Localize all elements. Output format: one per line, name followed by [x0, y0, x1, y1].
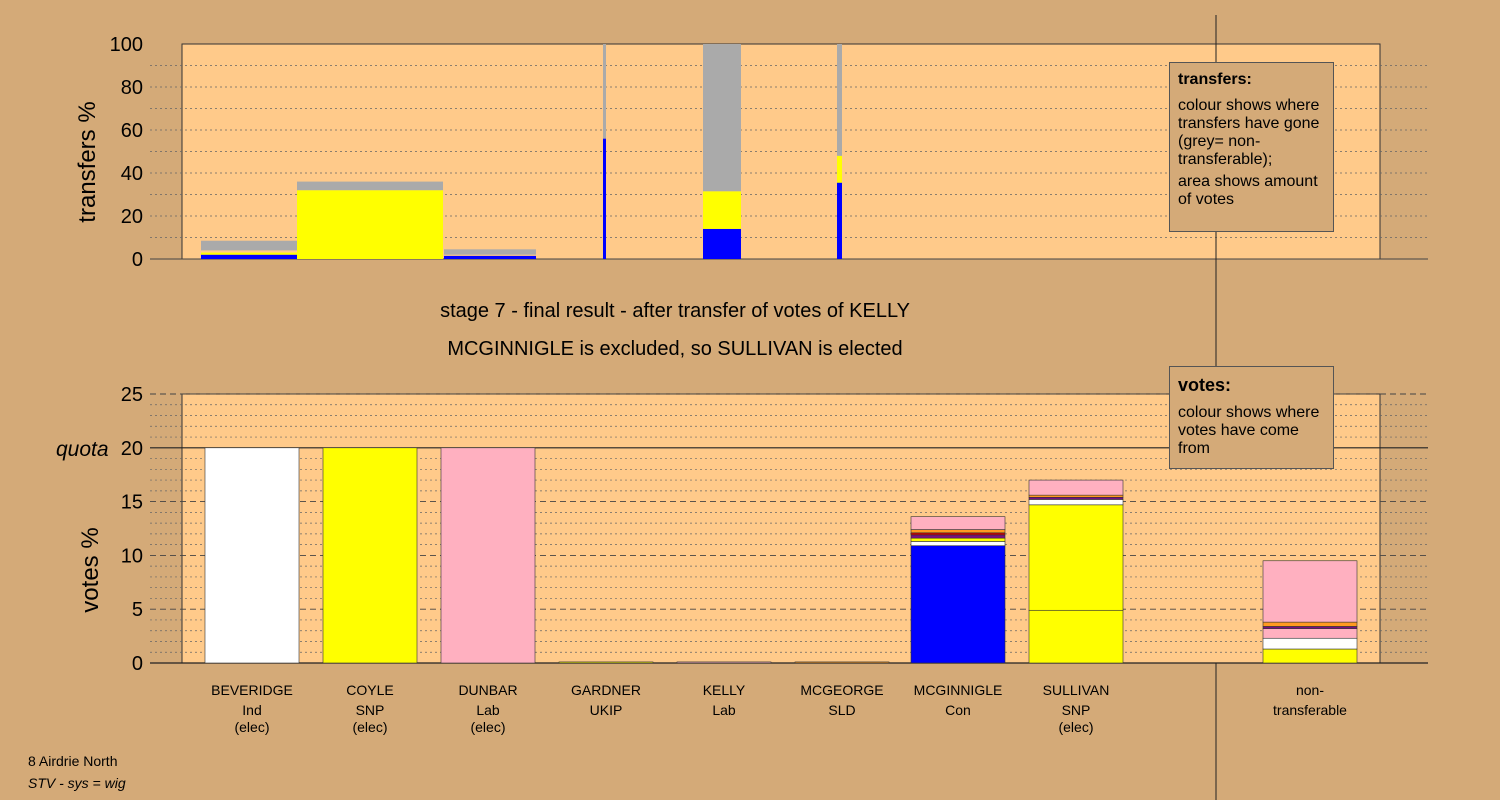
- vote-bar-segment: [1028, 494, 1124, 498]
- transfers-tick-label: 0: [132, 249, 143, 271]
- votes-tick-label: 20: [121, 438, 143, 460]
- vote-bar-segment: [1028, 479, 1124, 496]
- vote-bar-segment: [910, 529, 1006, 534]
- vote-bar-segment: [1262, 621, 1358, 627]
- vote-bar-segment: [1028, 504, 1124, 611]
- ward-label: 8 Airdrie North: [28, 753, 118, 769]
- candidate-name-label: GARDNER: [571, 682, 641, 698]
- legend-votes-text: colour shows where votes have come from: [1178, 404, 1320, 457]
- candidate-name-label: KELLY: [703, 682, 746, 698]
- transfer-bar-segment: [201, 250, 304, 253]
- legend-transfers-text2: area shows amount of votes: [1178, 173, 1318, 208]
- candidate-name-label: non-: [1296, 682, 1324, 698]
- vote-bar-segment: [910, 545, 1006, 664]
- transfer-bar-segment: [444, 249, 536, 255]
- vote-bar-segment: [1262, 626, 1358, 629]
- candidate-name-label: MCGEORGE: [800, 682, 883, 698]
- transfer-bar-segment: [201, 254, 304, 259]
- candidate-name-label: BEVERIDGE: [211, 682, 293, 698]
- transfer-bar-segment: [444, 254, 536, 256]
- vote-bar-segment: [676, 661, 772, 664]
- candidate-party-label: Lab: [476, 702, 500, 718]
- transfers-tick-label: 100: [110, 34, 143, 56]
- vote-bar-segment: [1028, 609, 1124, 664]
- candidate-name-label: SULLIVAN: [1043, 682, 1110, 698]
- candidate-party-label: SLD: [828, 702, 855, 718]
- vote-bar-segment: [1262, 637, 1358, 650]
- transfer-bar-segment: [837, 44, 842, 156]
- transfers-tick-label: 40: [121, 163, 143, 185]
- candidate-party-label: Con: [945, 702, 971, 718]
- transfer-bar-segment: [201, 252, 304, 255]
- candidate-status-label: (elec): [1058, 719, 1093, 735]
- candidate-status-label: (elec): [352, 719, 387, 735]
- vote-bar-segment: [910, 537, 1006, 542]
- vote-bar-segment: [910, 541, 1006, 547]
- transfer-bar-segment: [297, 181, 443, 191]
- transfer-bar-segment: [703, 228, 741, 259]
- system-label: STV - sys = wig: [28, 775, 126, 791]
- votes-tick-label: 5: [132, 599, 143, 621]
- quota-label: quota: [56, 438, 109, 461]
- vote-bar-segment: [910, 534, 1006, 539]
- transfers-tick-label: 60: [121, 120, 143, 142]
- vote-bar-segment: [910, 516, 1006, 530]
- candidate-party-label: Ind: [242, 702, 261, 718]
- vote-bar-segment: [1262, 648, 1358, 664]
- vote-bar-segment: [1028, 496, 1124, 500]
- transfer-bar-segment: [603, 138, 606, 259]
- vote-bar-segment: [1262, 628, 1358, 639]
- votes-tick-label: 10: [121, 545, 143, 567]
- stage-subtitle: MCGINNIGLE is excluded, so SULLIVAN is e…: [447, 338, 903, 360]
- votes-tick-label: 0: [132, 653, 143, 675]
- transfer-bar-segment: [201, 240, 304, 251]
- candidate-name-label: COYLE: [346, 682, 393, 698]
- votes-axis-label: votes %: [77, 527, 104, 612]
- candidate-name-label: DUNBAR: [458, 682, 517, 698]
- vote-bar-segment: [1262, 560, 1358, 623]
- transfers-tick-label: 80: [121, 77, 143, 99]
- transfer-bar-segment: [603, 44, 606, 139]
- legend-transfers: transfers: colour shows where transfers …: [1169, 62, 1334, 232]
- votes-tick-label: 25: [121, 384, 143, 406]
- candidate-party-label: SNP: [1062, 702, 1091, 718]
- transfer-bar-segment: [703, 191, 741, 229]
- vote-bar-segment: [440, 447, 536, 664]
- stage-title: stage 7 - final result - after transfer …: [440, 300, 910, 322]
- candidate-party-label: SNP: [356, 702, 385, 718]
- transfer-bar-segment: [703, 44, 741, 192]
- legend-votes: votes: colour shows where votes have com…: [1169, 366, 1334, 469]
- transfer-bar-segment: [444, 255, 536, 259]
- votes-tick-label: 15: [121, 492, 143, 514]
- transfers-tick-label: 20: [121, 206, 143, 228]
- candidate-party-label: transferable: [1273, 702, 1347, 718]
- candidate-status-label: (elec): [234, 719, 269, 735]
- transfer-bar-segment: [837, 182, 842, 259]
- candidate-status-label: (elec): [470, 719, 505, 735]
- vote-bar-segment: [322, 447, 418, 664]
- vote-bar-segment: [910, 532, 1006, 536]
- legend-transfers-text1: colour shows where transfers have gone (…: [1178, 97, 1320, 168]
- legend-transfers-title: transfers:: [1178, 71, 1252, 88]
- vote-bar-segment: [794, 661, 890, 664]
- candidate-name-label: MCGINNIGLE: [914, 682, 1003, 698]
- vote-bar-segment: [1028, 499, 1124, 506]
- candidate-party-label: Lab: [712, 702, 736, 718]
- transfer-bar-segment: [297, 190, 443, 259]
- transfer-bar-segment: [837, 155, 842, 183]
- transfers-axis-label: transfers %: [74, 101, 101, 222]
- legend-votes-title: votes:: [1178, 375, 1232, 395]
- vote-bar-segment: [558, 661, 654, 664]
- vote-bar-segment: [204, 447, 300, 664]
- candidate-party-label: UKIP: [590, 702, 623, 718]
